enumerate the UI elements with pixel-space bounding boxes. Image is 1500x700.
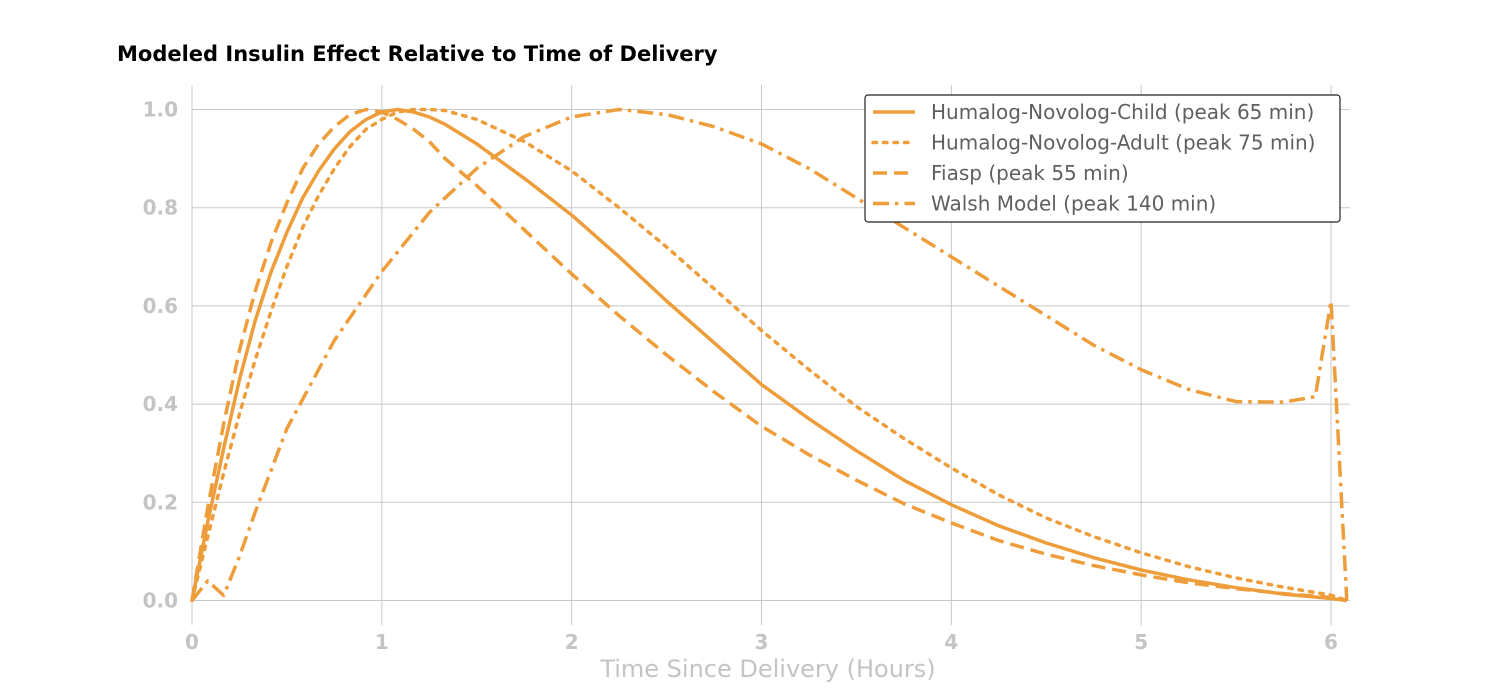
y-tick-label: 1.0 [143, 98, 178, 122]
legend: Humalog-Novolog-Child (peak 65 min) Humal… [864, 94, 1341, 223]
x-tick-label: 6 [1324, 630, 1338, 654]
legend-label: Humalog-Novolog-Adult (peak 75 min) [931, 131, 1315, 155]
y-tick-labels: 0.0 0.2 0.4 0.6 0.8 1.0 [143, 98, 178, 613]
legend-label: Fiasp (peak 55 min) [931, 161, 1129, 185]
x-tick-label: 3 [755, 630, 769, 654]
series-line-2 [190, 107, 1348, 603]
x-tick-label: 4 [944, 630, 958, 654]
series-line-0 [190, 107, 1348, 603]
series-line-1 [190, 107, 1349, 603]
x-tick-label: 1 [375, 630, 389, 654]
x-tick-label: 0 [185, 630, 199, 654]
y-tick-label: 0.8 [143, 196, 178, 220]
series-lines [190, 107, 1349, 603]
legend-box [864, 94, 1341, 223]
y-tick-label: 0.4 [143, 392, 178, 416]
y-tick-label: 0.6 [143, 294, 178, 318]
x-axis-label: Time Since Delivery (Hours) [599, 655, 935, 683]
legend-label: Walsh Model (peak 140 min) [931, 192, 1216, 216]
series-line-3 [190, 107, 1349, 602]
y-tick-label: 0.0 [143, 588, 178, 612]
x-tick-label: 5 [1134, 630, 1148, 654]
chart-title: Modeled Insulin Effect Relative to Time … [117, 42, 718, 66]
x-tick-label: 2 [565, 630, 579, 654]
y-tick-label: 0.2 [143, 490, 178, 514]
legend-label: Humalog-Novolog-Child (peak 65 min) [931, 100, 1314, 124]
x-tick-labels: 0 1 2 3 4 5 6 [185, 630, 1338, 654]
